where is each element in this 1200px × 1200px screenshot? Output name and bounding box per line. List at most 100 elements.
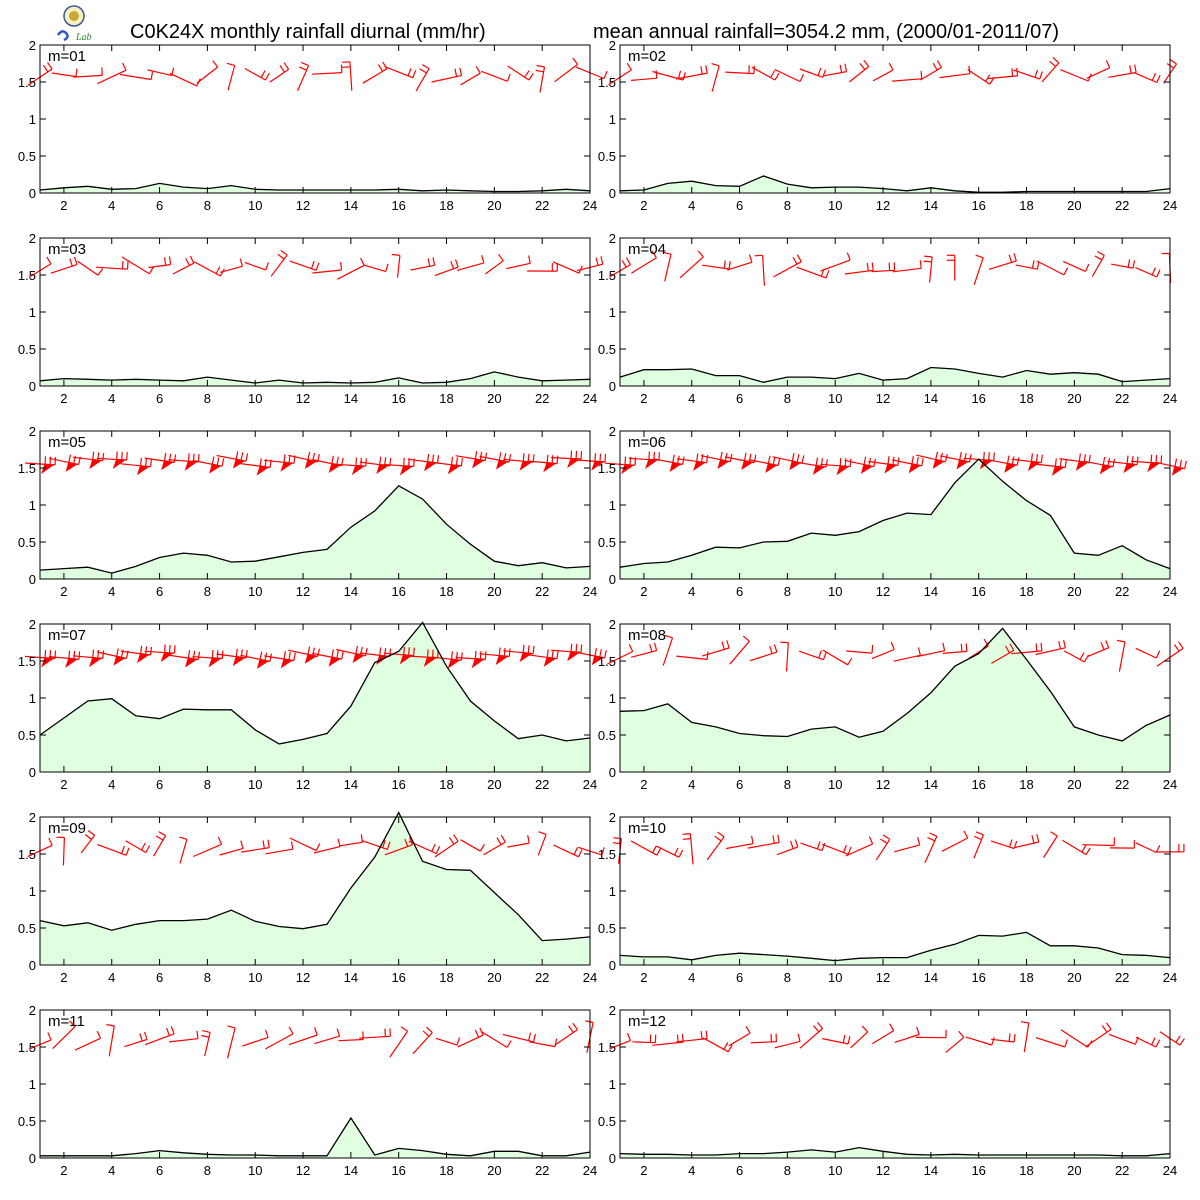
wind-barb-feather xyxy=(140,842,146,851)
x-tick-label: 10 xyxy=(828,1163,842,1178)
rainfall-line xyxy=(619,458,1171,570)
x-tick-label: 10 xyxy=(828,970,842,985)
wind-barb-feather xyxy=(801,455,805,464)
x-tick-label: 4 xyxy=(108,584,115,599)
x-tick-label: 2 xyxy=(640,584,647,599)
wind-barb-feather xyxy=(921,457,924,467)
x-tick-label: 12 xyxy=(296,1163,310,1178)
x-tick-label: 20 xyxy=(1067,584,1081,599)
wind-barb-feather xyxy=(409,837,413,846)
panel-2: 00.511.522 4 6 8 10 12 14 16 18 20 22 24m=02 xyxy=(598,38,1177,213)
x-tick-label: 14 xyxy=(344,391,358,406)
wind-barb-shaft xyxy=(872,69,894,82)
wind-barb-shaft xyxy=(1085,1028,1112,1048)
wind-barb-shaft xyxy=(265,1033,294,1050)
wind-barb-shaft xyxy=(359,1035,391,1039)
x-tick-label: 22 xyxy=(1115,970,1129,985)
wind-barb-feather xyxy=(944,453,948,462)
wind-barb-pennant xyxy=(447,464,462,475)
wind-barb-shaft xyxy=(820,259,851,272)
wind-barb-feather xyxy=(68,650,71,659)
wind-barb-pennant xyxy=(447,658,462,669)
x-tick-label: 14 xyxy=(924,777,938,792)
x-tick-label: 12 xyxy=(296,584,310,599)
y-tick-label: 1.5 xyxy=(18,461,36,476)
wind-barb-shaft xyxy=(289,837,317,852)
wind-barb-shaft xyxy=(702,647,730,657)
rainfall-area xyxy=(620,459,1170,579)
wind-barb-feather xyxy=(677,455,680,464)
wind-barb-feather xyxy=(173,454,177,463)
wind-barb-feather xyxy=(817,67,822,76)
wind-barb-shaft xyxy=(652,1041,684,1046)
y-tick-label: 0 xyxy=(609,958,616,973)
wind-barb-shaft xyxy=(74,1037,101,1051)
x-tick-label: 22 xyxy=(1115,777,1129,792)
x-tick-label: 8 xyxy=(204,970,211,985)
wind-barb-feather xyxy=(625,257,632,265)
wind-barb-pennant xyxy=(1075,460,1089,471)
x-tick-label: 4 xyxy=(108,777,115,792)
wind-barb-shaft xyxy=(822,649,849,666)
wind-barb-feather xyxy=(92,451,95,460)
wind-barb-feather xyxy=(68,454,72,463)
wind-barb-feather xyxy=(69,258,73,267)
wind-barb-feather xyxy=(1040,642,1043,651)
wind-barb-pennant xyxy=(1147,461,1161,473)
x-tick-label: 18 xyxy=(439,198,453,213)
wind-barb-shaft xyxy=(269,68,289,83)
wind-barb-shaft xyxy=(1111,263,1134,269)
x-tick-label: 18 xyxy=(439,777,453,792)
wind-barb-pennant xyxy=(1004,462,1017,473)
wind-barb-pennant xyxy=(519,460,533,471)
wind-barb-feather xyxy=(164,644,166,653)
wind-barb-feather xyxy=(400,1026,408,1032)
wind-barb-feather xyxy=(849,458,852,467)
x-tick-label: 12 xyxy=(876,391,890,406)
wind-barb-feather xyxy=(386,841,391,850)
x-tick-label: 16 xyxy=(971,198,985,213)
wind-barb-shaft xyxy=(823,71,847,77)
wind-barb-feather xyxy=(506,73,511,82)
wind-barb-feather xyxy=(44,456,47,465)
wind-barb-shaft xyxy=(1108,71,1137,78)
y-tick-label: 1.5 xyxy=(18,654,36,669)
wind-barb-shaft xyxy=(481,1031,508,1048)
seal-center-icon xyxy=(69,11,79,21)
y-tick-label: 1.5 xyxy=(598,847,616,862)
wind-barb-pennant xyxy=(352,652,366,664)
wind-barb-shaft xyxy=(362,840,388,850)
wind-barb-pennant xyxy=(932,458,946,469)
wind-barb-feather xyxy=(532,645,535,654)
wind-barb-feather xyxy=(604,453,607,463)
wind-barb-feather xyxy=(791,453,795,462)
x-tick-label: 10 xyxy=(248,1163,262,1178)
wind-barb-shaft xyxy=(967,69,991,85)
wind-barb-feather xyxy=(484,651,487,660)
y-tick-label: 2 xyxy=(609,810,616,825)
wind-barb-pennant xyxy=(860,463,874,474)
wind-barb-shaft xyxy=(153,835,167,857)
wind-barb-shaft xyxy=(729,640,750,665)
wind-barb-feather xyxy=(145,845,151,853)
rainfall-line xyxy=(619,1146,1171,1157)
wind-barb-shaft xyxy=(676,1038,708,1043)
wind-barb-feather xyxy=(1063,639,1066,648)
wind-barb-feather xyxy=(73,256,78,265)
wind-barb-feather xyxy=(959,451,962,461)
wind-barbs xyxy=(609,1021,1185,1053)
x-tick-label: 22 xyxy=(535,970,549,985)
x-tick-label: 14 xyxy=(344,584,358,599)
wind-barb-feather xyxy=(211,649,214,659)
y-tick-label: 0 xyxy=(609,765,616,780)
wind-barb-feather xyxy=(1013,1034,1016,1043)
wind-barb-feather xyxy=(859,63,866,70)
wind-barb-shaft xyxy=(973,834,985,859)
wind-barb-feather xyxy=(880,838,888,844)
wind-barb-feather xyxy=(935,451,939,460)
wind-barb-feather xyxy=(413,647,415,656)
wind-barb-shaft xyxy=(973,257,984,285)
wind-barb-feather xyxy=(360,257,365,266)
month-label: m=06 xyxy=(628,434,666,451)
wind-barb-feather xyxy=(144,1031,148,1040)
